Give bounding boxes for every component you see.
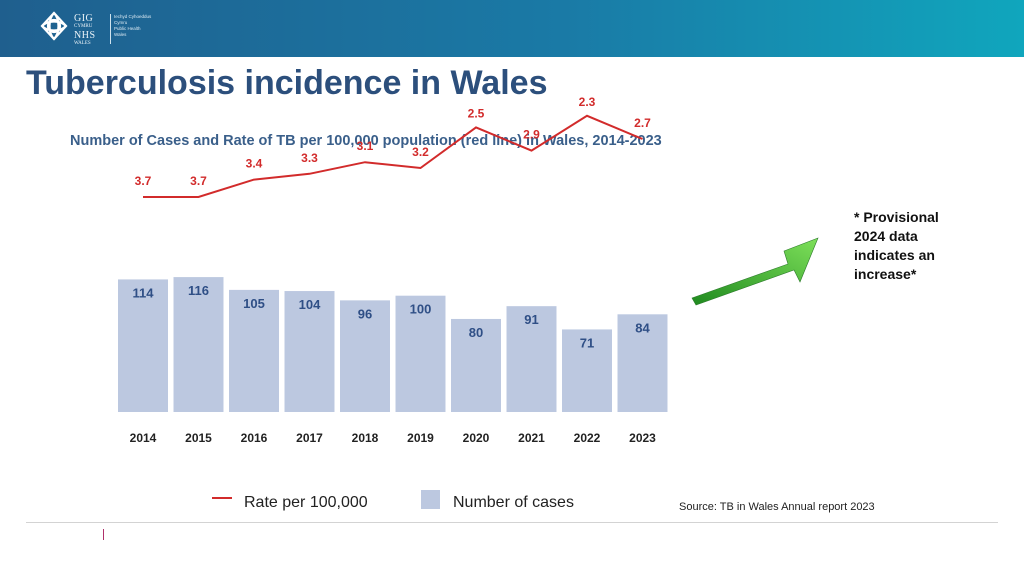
rate-label-2023: 2.7: [634, 116, 651, 130]
bar-label-2019: 100: [410, 302, 432, 317]
bar-label-2015: 116: [188, 283, 209, 298]
rate-label-2017: 3.3: [301, 151, 318, 165]
logo-org-line-1: Iechyd Cyhoeddus: [114, 14, 152, 19]
provisional-note: * Provisional 2024 data indicates an inc…: [854, 209, 939, 282]
logo-org-line-3: Public Health: [114, 26, 141, 31]
x-tick-2022: 2022: [574, 431, 601, 445]
bar-label-2020: 80: [469, 325, 483, 340]
celtic-knot-icon: [40, 11, 68, 41]
bar-2020: [451, 318, 501, 412]
x-tick-2020: 2020: [463, 431, 490, 445]
bar-label-2017: 104: [299, 297, 321, 312]
rate-label-2022: 2.3: [579, 95, 596, 109]
rate-label-2019: 3.2: [412, 145, 429, 159]
logo-org-line-2: Cymru: [114, 20, 128, 25]
logo-line-4: WALES: [74, 41, 91, 46]
bar-2019: [395, 295, 446, 412]
logo-org-line-4: Wales: [114, 32, 127, 37]
rate-label-2021: 2.9: [523, 128, 540, 142]
bar-label-2018: 96: [358, 306, 372, 321]
rate-label-2014: 3.7: [135, 174, 152, 188]
increase-arrow-icon: [691, 237, 819, 306]
rate-label-2020: 2.5: [468, 106, 485, 120]
logo-wordmark: GIG CYMRU NHS WALES: [74, 13, 110, 47]
nhs-wales-logo: GIG CYMRU NHS WALES Iechyd Cyhoeddus Cym…: [38, 10, 158, 48]
chart-title: Number of Cases and Rate of TB per 100,0…: [70, 133, 662, 149]
bar-label-2021: 91: [524, 312, 538, 327]
rate-label-2018: 3.1: [357, 139, 374, 153]
bar-2017: [284, 291, 335, 412]
x-tick-2021: 2021: [518, 431, 545, 445]
header-banner: GIG CYMRU NHS WALES Iechyd Cyhoeddus Cym…: [0, 0, 1024, 57]
legend-rate-label: Rate per 100,000: [244, 494, 368, 511]
legend-cases-label: Number of cases: [453, 494, 574, 511]
bar-2014: [118, 279, 168, 412]
bar-label-2023: 84: [635, 320, 650, 335]
bar-label-2022: 71: [580, 335, 594, 350]
page-title: Tuberculosis incidence in Wales: [26, 64, 548, 102]
x-tick-2017: 2017: [296, 431, 323, 445]
logo-line-3: NHS: [74, 30, 96, 41]
legend-cases-swatch: [421, 490, 440, 509]
x-tick-2016: 2016: [241, 431, 268, 445]
bar-label-2014: 114: [133, 285, 155, 300]
logo-org-name: Iechyd Cyhoeddus Cymru Public Health Wal…: [114, 14, 164, 38]
x-tick-2015: 2015: [185, 431, 212, 445]
bar-2015: [173, 277, 224, 412]
footer-marker: [103, 529, 104, 540]
rate-label-2016: 3.4: [246, 157, 263, 171]
logo-divider: [110, 14, 111, 44]
footer-rule: [26, 522, 998, 523]
bar-2018: [340, 300, 390, 412]
x-tick-2023: 2023: [629, 431, 656, 445]
bar-label-2016: 105: [243, 296, 265, 311]
logo-line-1: GIG: [74, 13, 94, 24]
x-tick-2018: 2018: [352, 431, 379, 445]
x-tick-2014: 2014: [130, 431, 157, 445]
bar-2016: [229, 289, 279, 412]
rate-label-2015: 3.7: [190, 174, 207, 188]
bar-2022: [562, 329, 612, 412]
rate-line: [143, 114, 643, 198]
x-tick-2019: 2019: [407, 431, 434, 445]
bar-2023: [617, 314, 668, 412]
source-citation: Source: TB in Wales Annual report 2023: [679, 501, 875, 513]
logo-line-2: CYMRU: [74, 24, 93, 29]
bar-2021: [506, 306, 557, 412]
